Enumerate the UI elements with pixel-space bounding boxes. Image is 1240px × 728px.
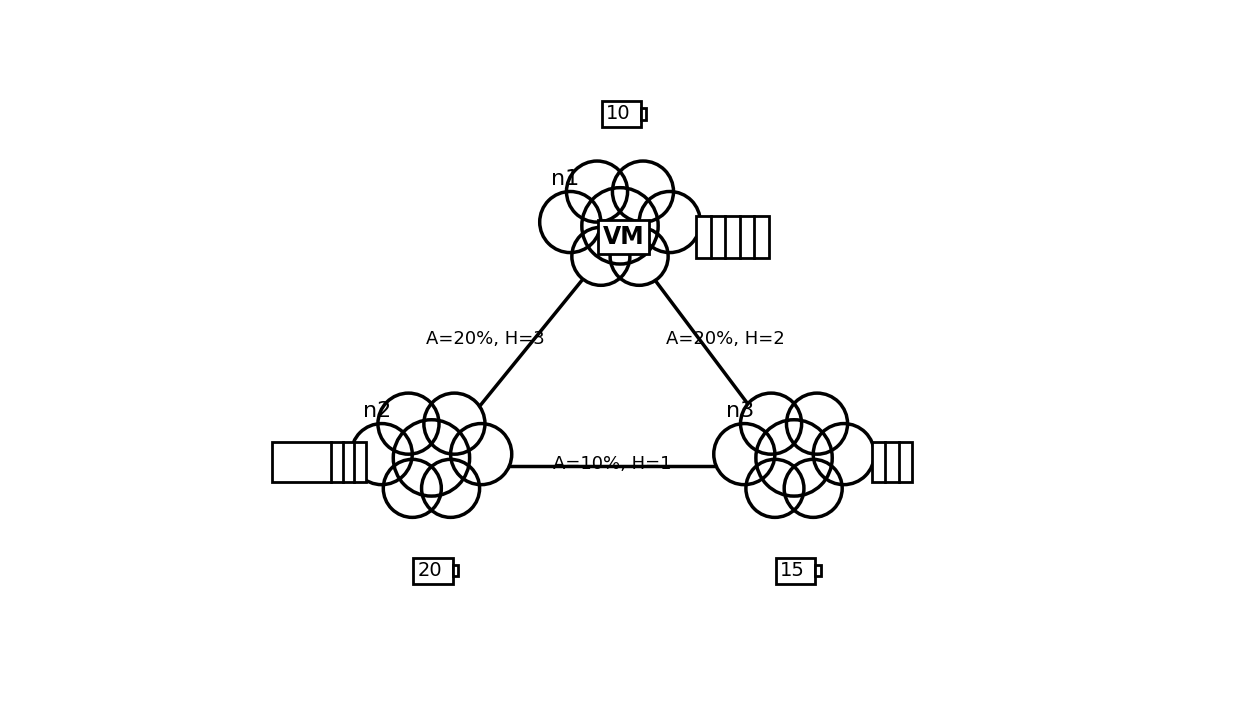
Circle shape — [424, 393, 485, 454]
Text: A=10%, H=1: A=10%, H=1 — [553, 455, 672, 473]
Circle shape — [582, 188, 658, 264]
Circle shape — [567, 161, 627, 222]
Bar — [775, 558, 816, 584]
Circle shape — [813, 424, 874, 485]
Text: A=20%, H=2: A=20%, H=2 — [666, 330, 785, 347]
Text: 10: 10 — [606, 104, 631, 123]
Circle shape — [746, 459, 804, 518]
Circle shape — [610, 227, 668, 285]
Circle shape — [383, 459, 441, 518]
Bar — [413, 558, 453, 584]
Bar — [872, 442, 911, 482]
Circle shape — [422, 459, 480, 518]
Bar — [816, 565, 821, 577]
Circle shape — [740, 393, 801, 454]
Bar — [641, 108, 646, 119]
Circle shape — [714, 424, 775, 485]
Circle shape — [572, 227, 630, 285]
Text: n2: n2 — [363, 401, 391, 421]
Circle shape — [639, 191, 701, 253]
Circle shape — [378, 393, 439, 454]
Text: A=20%, H=3: A=20%, H=3 — [427, 330, 546, 347]
Circle shape — [351, 424, 412, 485]
Circle shape — [784, 459, 842, 518]
Circle shape — [613, 161, 673, 222]
Bar — [696, 216, 769, 258]
Text: n1: n1 — [552, 169, 580, 189]
Bar — [598, 220, 649, 255]
Text: VM: VM — [603, 225, 645, 249]
Text: 15: 15 — [780, 561, 805, 580]
Circle shape — [393, 420, 470, 496]
Bar — [272, 442, 366, 482]
Bar — [601, 100, 641, 127]
Bar — [453, 565, 458, 577]
Text: 20: 20 — [418, 561, 441, 580]
Text: n3: n3 — [725, 401, 754, 421]
Circle shape — [539, 191, 601, 253]
Circle shape — [786, 393, 848, 454]
Circle shape — [450, 424, 512, 485]
Circle shape — [756, 420, 832, 496]
